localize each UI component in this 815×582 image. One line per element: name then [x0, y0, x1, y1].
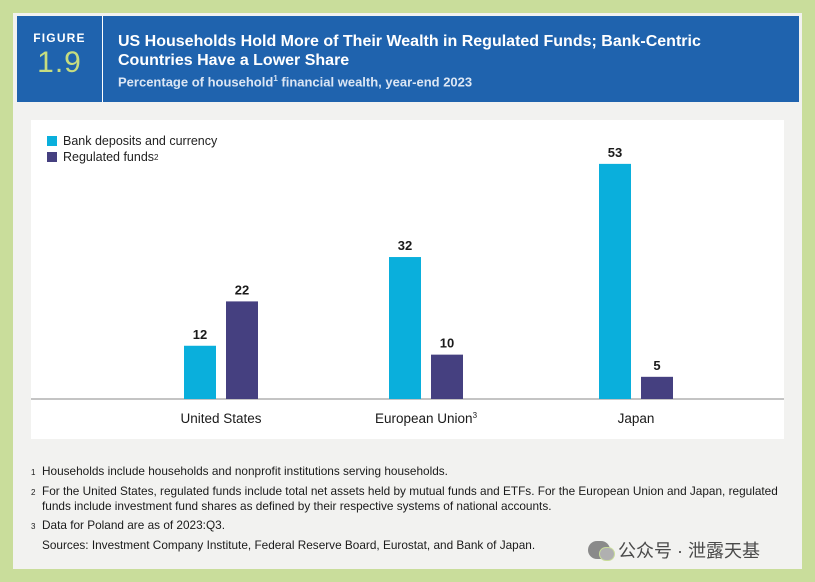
sources: Sources: Investment Company Institute, F…: [42, 538, 536, 552]
subtitle-text-end: financial wealth, year-end 2023: [277, 74, 473, 90]
figure-header: FIGURE 1.9 US Households Hold More of Th…: [17, 16, 799, 102]
figure-badge: FIGURE 1.9: [17, 16, 103, 102]
x-tick-label: Japan: [618, 411, 655, 426]
bar-bank-european-union: [389, 257, 421, 399]
legend-item-funds: Regulated funds 2: [47, 149, 217, 165]
data-label: 32: [398, 238, 412, 253]
bar-bank-japan: [599, 163, 631, 399]
bar-funds-japan: [641, 376, 673, 399]
legend-item-bank: Bank deposits and currency: [47, 133, 217, 149]
bar-bank-united-states: [184, 345, 216, 399]
data-label: 22: [235, 282, 249, 297]
footnote-text: Households include households and nonpro…: [42, 464, 448, 478]
footnote-mark: 1: [31, 468, 36, 477]
chart-title: US Households Hold More of Their Wealth …: [118, 33, 701, 69]
footnote-2: 2 For the United States, regulated funds…: [31, 484, 791, 514]
subtitle-text: Percentage of household: [118, 74, 274, 90]
legend-label-bank: Bank deposits and currency: [63, 134, 218, 148]
footnotes: 1 Households include households and nonp…: [31, 464, 791, 553]
footnote-1: 1 Households include households and nonp…: [31, 464, 791, 480]
bar-funds-european-union: [431, 354, 463, 399]
legend-swatch-funds: [47, 152, 57, 162]
watermark-text: 公众号 · 泄露天基: [618, 541, 760, 561]
figure-number: 1.9: [37, 46, 82, 79]
x-tick-footnote-mark: 3: [473, 411, 478, 420]
footnote-mark: 3: [31, 522, 36, 531]
legend-swatch-bank: [47, 136, 57, 146]
legend: Bank deposits and currency Regulated fun…: [47, 133, 217, 165]
chart-subtitle: Percentage of household1 financial wealt…: [118, 74, 472, 89]
footnote-3: 3 Data for Poland are as of 2023:Q3.: [31, 518, 791, 534]
data-label: 53: [608, 145, 622, 160]
subtitle-footnote-mark: 1: [273, 74, 278, 83]
bar-funds-united-states: [226, 301, 258, 399]
x-tick-label: European Union3: [375, 411, 478, 426]
data-label: 5: [653, 358, 660, 373]
x-tick-label: United States: [180, 411, 261, 426]
legend-sup-funds: 2: [154, 152, 159, 162]
figure-label: FIGURE: [33, 31, 86, 45]
wechat-icon: [588, 541, 615, 561]
legend-label-funds: Regulated funds: [63, 150, 155, 164]
data-label: 12: [193, 327, 207, 342]
footnote-text: Data for Poland are as of 2023:Q3.: [42, 518, 225, 532]
footnote-mark: 2: [31, 488, 36, 497]
chart-panel: Bank deposits and currency Regulated fun…: [31, 120, 784, 439]
footnote-text: For the United States, regulated funds i…: [42, 484, 778, 513]
data-label: 10: [440, 336, 454, 351]
watermark: 公众号 · 泄露天基: [588, 537, 760, 563]
